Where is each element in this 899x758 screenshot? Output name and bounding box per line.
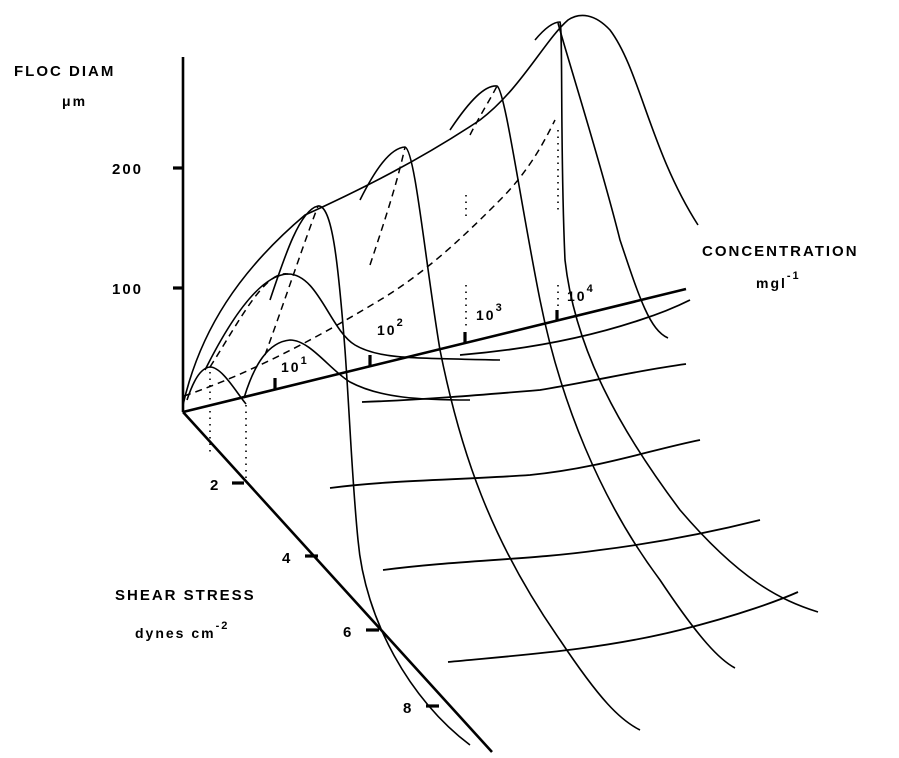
x-tick-label-10-2: 102: [377, 317, 405, 338]
y-axis-unit-exponent: -2: [216, 620, 230, 632]
x-tick-10-2-exp: 2: [397, 317, 405, 329]
dashed-trace-mid: [209, 273, 289, 368]
y-axis-title: SHEAR STRESS: [115, 587, 256, 604]
x-axis-unit-base: mgl: [756, 275, 787, 291]
section-curve-c1: [243, 339, 471, 401]
x-tick-10-4-exp: 4: [587, 283, 595, 295]
ridge-envelope: [182, 14, 699, 406]
x-tick-10-3-base: 10: [476, 307, 496, 323]
section-curve-c25: [359, 146, 641, 731]
grid-shear-3: [329, 439, 701, 489]
x-tick-label-10-3: 103: [476, 302, 504, 323]
z-axis-unit: μm: [62, 93, 87, 109]
section-curve-c35: [534, 21, 819, 613]
x-tick-label-10-1: 101: [281, 355, 309, 375]
ridge-envelope-right: [557, 22, 669, 339]
x-tick-10-1-base: 10: [281, 359, 301, 375]
x-tick-10-3-exp: 3: [496, 302, 504, 314]
x-axis-line: [182, 287, 687, 414]
z-axis-title: FLOC DIAM: [14, 63, 115, 80]
dashed-trace-c3: [469, 85, 498, 136]
dashed-trace-low: [183, 119, 556, 397]
x-axis-unit: mgl-1: [756, 270, 801, 291]
x-tick-10-1-exp: 1: [301, 355, 309, 367]
y-axis-unit: dynes cm-2: [135, 620, 229, 641]
x-axis-title: CONCENTRATION: [702, 243, 859, 260]
z-tick-label-200: 200: [112, 161, 143, 178]
grid-shear-7: [447, 591, 799, 663]
section-curve-c3: [449, 85, 736, 669]
grid-shear-2: [361, 363, 687, 403]
y-tick-label-8: 8: [403, 700, 413, 717]
y-tick-label-2: 2: [210, 477, 220, 494]
grid-shear-5: [382, 519, 761, 571]
y-axis-unit-base: dynes cm: [135, 625, 216, 641]
dashed-trace-c2: [264, 205, 319, 356]
grid-shear-1: [459, 299, 691, 356]
x-axis-unit-exponent: -1: [787, 270, 801, 282]
x-tick-10-2-base: 10: [377, 322, 397, 338]
section-curve-c2: [269, 205, 471, 746]
section-curve-c15: [204, 273, 501, 371]
y-axis-line: [182, 411, 493, 753]
y-tick-label-6: 6: [343, 624, 353, 641]
z-tick-label-100: 100: [112, 281, 143, 298]
y-tick-label-4: 4: [282, 550, 292, 567]
dashed-trace-c25: [369, 146, 406, 266]
